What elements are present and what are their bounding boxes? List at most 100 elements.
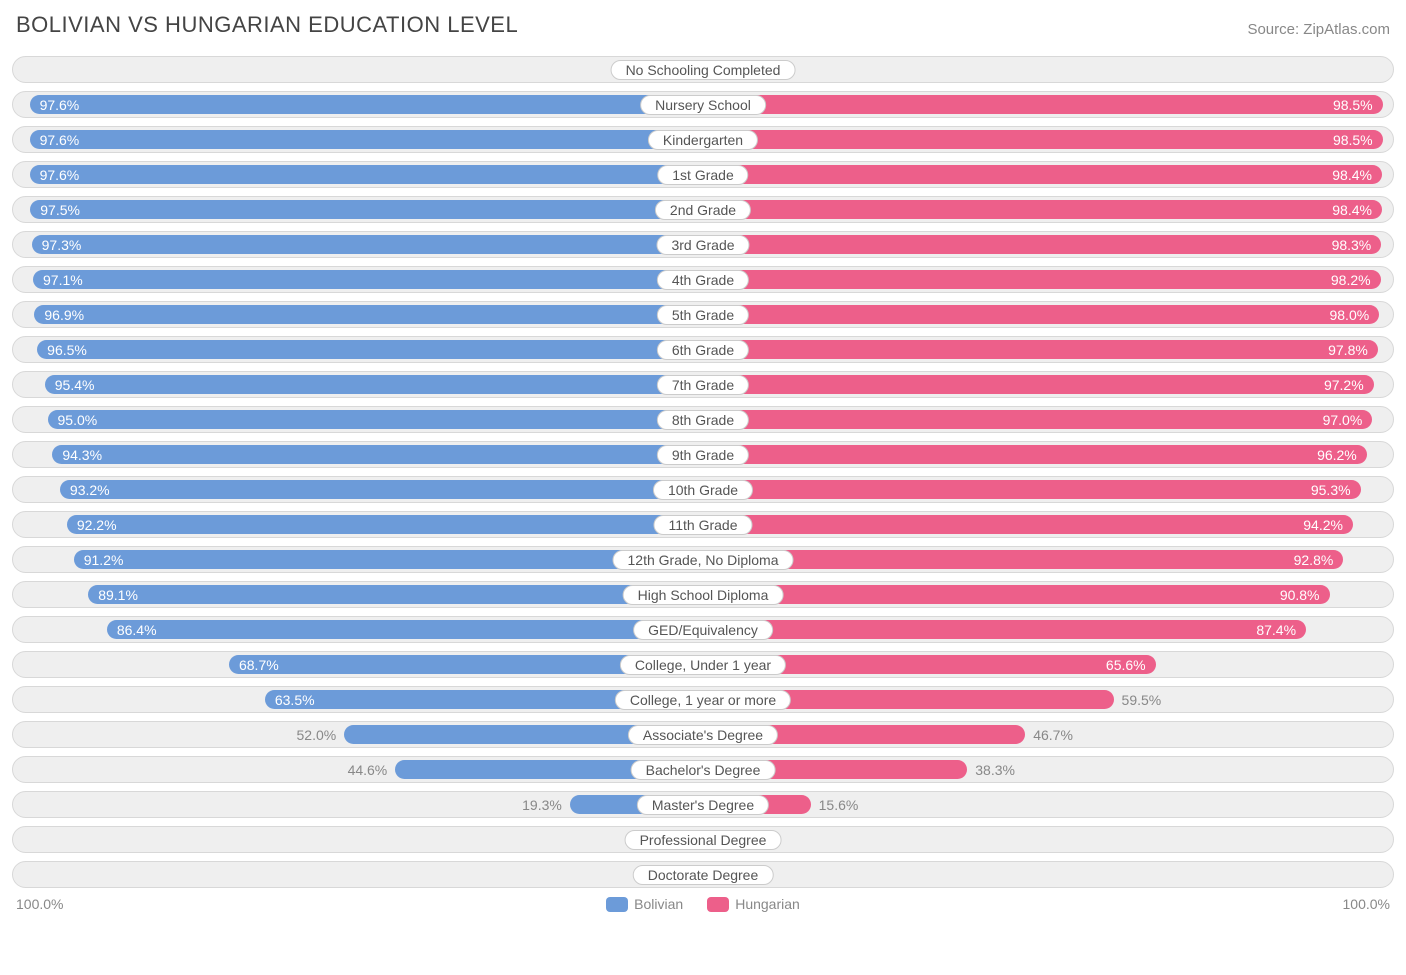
category-label: 12th Grade, No Diploma xyxy=(613,550,794,570)
category-label: Kindergarten xyxy=(648,130,758,150)
source-label: Source: ZipAtlas.com xyxy=(1247,21,1390,38)
bar-right xyxy=(703,130,1383,149)
bar-right xyxy=(703,410,1372,429)
category-label: 11th Grade xyxy=(653,515,752,535)
bar-row: 96.5% 97.8% 6th Grade xyxy=(12,336,1394,363)
bar-row: 95.4% 97.2% 7th Grade xyxy=(12,371,1394,398)
bar-left xyxy=(60,480,703,499)
category-label: High School Diploma xyxy=(623,585,784,605)
bar-row: 97.3%98.3%3rd Grade xyxy=(12,231,1394,258)
bar-left xyxy=(67,515,703,534)
category-label: Nursery School xyxy=(640,95,766,115)
bar-left xyxy=(52,445,703,464)
value-left: 91.2% xyxy=(84,552,124,568)
value-left: 63.5% xyxy=(275,692,315,708)
diverging-bar-chart: 2.4%1.6%No Schooling Completed 97.6% 98.5%… xyxy=(12,56,1394,888)
value-left: 97.6% xyxy=(40,167,80,183)
value-right: 87.4% xyxy=(1256,622,1296,638)
value-left: 95.4% xyxy=(55,377,95,393)
value-right: 97.2% xyxy=(1324,377,1364,393)
category-label: 5th Grade xyxy=(657,305,749,325)
value-right: 94.2% xyxy=(1303,517,1343,533)
value-left: 96.9% xyxy=(44,307,84,323)
bar-row: 92.2% 94.2% 11th Grade xyxy=(12,511,1394,538)
bar-row: 52.0% 46.7% Associate's Degree xyxy=(12,721,1394,748)
bar-left xyxy=(30,200,703,219)
bar-right xyxy=(703,375,1374,394)
bar-right xyxy=(703,515,1353,534)
bar-right xyxy=(703,620,1306,639)
category-label: Master's Degree xyxy=(637,795,769,815)
bar-row: 97.5% 98.4% 2nd Grade xyxy=(12,196,1394,223)
value-right: 65.6% xyxy=(1106,657,1146,673)
value-left: 93.2% xyxy=(70,482,110,498)
bar-left xyxy=(48,410,704,429)
bar-row: 5.6%4.6%Professional Degree xyxy=(12,826,1394,853)
bar-right xyxy=(703,235,1381,254)
value-right: 90.8% xyxy=(1280,587,1320,603)
bar-row: 19.3%15.6%Master's Degree xyxy=(12,791,1394,818)
category-label: Associate's Degree xyxy=(628,725,778,745)
category-label: 7th Grade xyxy=(657,375,749,395)
value-right: 97.8% xyxy=(1328,342,1368,358)
value-right: 38.3% xyxy=(975,762,1015,778)
bar-left xyxy=(88,585,703,604)
bar-left xyxy=(107,620,703,639)
value-right: 98.5% xyxy=(1333,97,1373,113)
value-right: 98.3% xyxy=(1332,237,1372,253)
category-label: Doctorate Degree xyxy=(633,865,774,885)
bar-left xyxy=(30,165,703,184)
category-label: 1st Grade xyxy=(657,165,748,185)
bar-right xyxy=(703,340,1378,359)
category-label: 2nd Grade xyxy=(655,200,751,220)
bar-row: 2.4%1.9%Doctorate Degree xyxy=(12,861,1394,888)
category-label: Professional Degree xyxy=(625,830,782,850)
value-right: 98.4% xyxy=(1332,167,1372,183)
bar-row: 97.6% 98.5% Kindergarten xyxy=(12,126,1394,153)
bar-right xyxy=(703,305,1379,324)
bar-right xyxy=(703,165,1382,184)
value-left: 97.5% xyxy=(40,202,80,218)
bar-row: 63.5%59.5%College, 1 year or more xyxy=(12,686,1394,713)
bar-row: 94.3%96.2%9th Grade xyxy=(12,441,1394,468)
bar-right xyxy=(703,200,1382,219)
value-left: 97.6% xyxy=(40,97,80,113)
bar-row: 97.6% 98.4% 1st Grade xyxy=(12,161,1394,188)
value-right: 98.4% xyxy=(1332,202,1372,218)
bar-left xyxy=(74,550,703,569)
bar-row: 89.1%90.8%High School Diploma xyxy=(12,581,1394,608)
value-left: 44.6% xyxy=(348,762,388,778)
bar-right xyxy=(703,270,1381,289)
category-label: 10th Grade xyxy=(653,480,753,500)
value-left: 97.6% xyxy=(40,132,80,148)
legend-label-right: Hungarian xyxy=(735,896,800,912)
bar-row: 44.6% 38.3% Bachelor's Degree xyxy=(12,756,1394,783)
value-right: 46.7% xyxy=(1033,727,1073,743)
category-label: 6th Grade xyxy=(657,340,749,360)
bar-right xyxy=(703,445,1367,464)
value-left: 96.5% xyxy=(47,342,87,358)
bar-row: 97.6% 98.5% Nursery School xyxy=(12,91,1394,118)
value-left: 95.0% xyxy=(58,412,98,428)
bar-row: 86.4% 87.4% GED/Equivalency xyxy=(12,616,1394,643)
legend: Bolivian Hungarian xyxy=(63,896,1342,912)
chart-header: BOLIVIAN VS HUNGARIAN EDUCATION LEVEL So… xyxy=(12,12,1394,38)
bar-row: 95.0%97.0%8th Grade xyxy=(12,406,1394,433)
value-left: 52.0% xyxy=(297,727,337,743)
value-left: 86.4% xyxy=(117,622,157,638)
value-right: 98.5% xyxy=(1333,132,1373,148)
value-left: 97.1% xyxy=(43,272,83,288)
bar-left xyxy=(37,340,703,359)
bar-row: 91.2%92.8%12th Grade, No Diploma xyxy=(12,546,1394,573)
category-label: Bachelor's Degree xyxy=(631,760,776,780)
value-left: 92.2% xyxy=(77,517,117,533)
category-label: GED/Equivalency xyxy=(633,620,773,640)
category-label: College, Under 1 year xyxy=(620,655,786,675)
category-label: 3rd Grade xyxy=(656,235,749,255)
legend-swatch-left xyxy=(606,897,628,912)
value-right: 15.6% xyxy=(819,797,859,813)
bar-left xyxy=(30,95,703,114)
bar-row: 2.4%1.6%No Schooling Completed xyxy=(12,56,1394,83)
bar-left xyxy=(32,235,703,254)
legend-swatch-right xyxy=(707,897,729,912)
